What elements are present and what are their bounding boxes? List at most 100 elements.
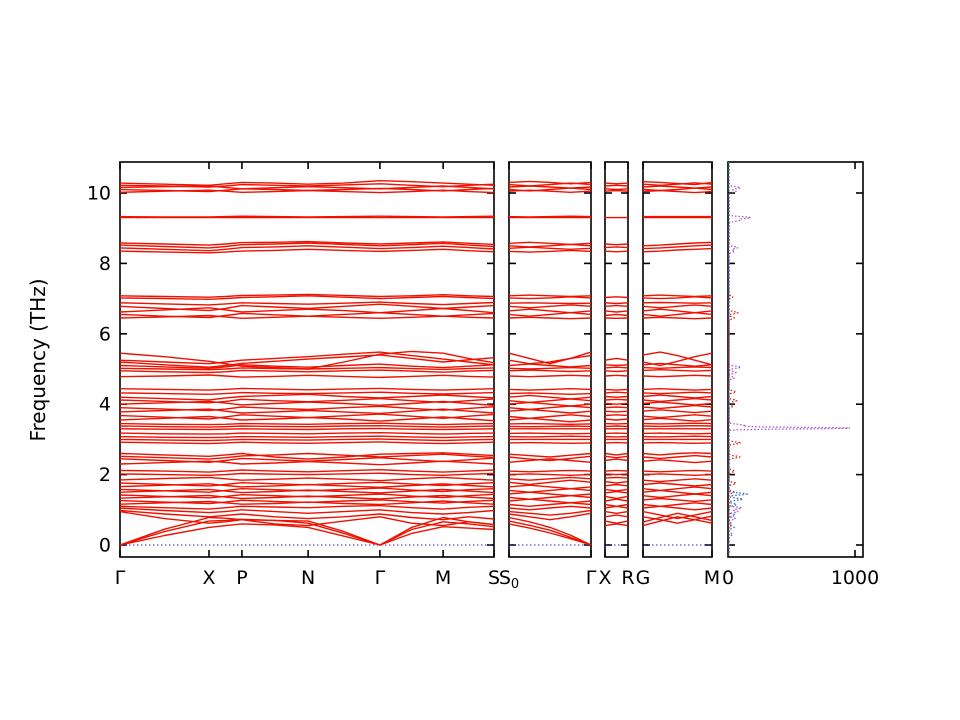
phonon-band bbox=[604, 246, 629, 249]
phonon-band bbox=[508, 479, 592, 486]
phonon-band bbox=[508, 414, 592, 419]
phonon-band bbox=[119, 387, 495, 391]
phonon-band bbox=[119, 183, 495, 188]
phonon-band bbox=[508, 435, 592, 438]
phonon-band bbox=[119, 472, 495, 476]
phonon-band bbox=[508, 422, 592, 425]
phonon-band bbox=[508, 398, 592, 404]
phonon-band bbox=[119, 303, 495, 312]
phonon-band bbox=[604, 189, 629, 192]
phonon-band bbox=[508, 366, 592, 370]
phonon-band bbox=[508, 394, 592, 400]
x-point-label: Γ bbox=[586, 567, 597, 589]
phonon-band bbox=[119, 240, 495, 246]
phonon-band bbox=[508, 458, 592, 463]
phonon-band bbox=[119, 452, 495, 460]
phonon-band bbox=[642, 425, 713, 428]
phonon-band bbox=[604, 498, 629, 502]
phonon-band bbox=[119, 391, 495, 395]
x-point-label: X bbox=[202, 567, 215, 589]
phonon-band bbox=[119, 363, 495, 369]
phonon-band bbox=[119, 405, 495, 412]
phonon-band bbox=[508, 374, 592, 378]
phonon-band bbox=[508, 417, 592, 423]
phonon-band bbox=[642, 516, 713, 527]
phonon-band bbox=[604, 184, 629, 187]
phonon-band bbox=[604, 520, 629, 524]
dos-panel-frame bbox=[727, 161, 864, 558]
phonon-band bbox=[642, 422, 713, 425]
phonon-band bbox=[642, 441, 713, 444]
y-tick-label: 4 bbox=[99, 394, 111, 416]
phonon-band bbox=[119, 351, 495, 366]
phonon-band bbox=[508, 405, 592, 411]
phonon-band bbox=[642, 241, 713, 247]
phonon-band bbox=[642, 369, 713, 372]
phonon-band bbox=[642, 366, 713, 369]
phonon-band bbox=[642, 502, 713, 507]
phonon-band bbox=[508, 351, 592, 365]
phonon-band bbox=[642, 459, 713, 464]
x-point-label: N bbox=[301, 567, 315, 589]
phonon-band bbox=[642, 316, 713, 320]
phonon-band bbox=[508, 502, 592, 507]
y-tick-label: 8 bbox=[99, 253, 111, 275]
phonon-band bbox=[508, 187, 592, 192]
phonon-band bbox=[508, 488, 592, 493]
phonon-band bbox=[642, 469, 713, 473]
phonon-band bbox=[642, 181, 713, 186]
phonon-band bbox=[508, 512, 592, 521]
phonon-band bbox=[119, 397, 495, 404]
phonon-band bbox=[642, 312, 713, 317]
phonon-band bbox=[119, 350, 495, 370]
phonon-band bbox=[642, 473, 713, 476]
phonon-band bbox=[119, 509, 495, 521]
phonon-band bbox=[604, 398, 629, 401]
phonon-band bbox=[604, 480, 629, 484]
phonon-band bbox=[642, 409, 713, 414]
phonon-band bbox=[642, 401, 713, 406]
phonon-band bbox=[508, 401, 592, 407]
phonon-band bbox=[604, 366, 629, 369]
phonon-band bbox=[508, 388, 592, 391]
phonon-band bbox=[604, 374, 629, 377]
phonon-band bbox=[604, 503, 629, 507]
phonon-band bbox=[119, 293, 495, 298]
phonon-band bbox=[642, 489, 713, 495]
phonon-band bbox=[508, 308, 592, 314]
phonon-band bbox=[604, 455, 629, 459]
phonon-band bbox=[604, 296, 629, 299]
phonon-band bbox=[119, 312, 495, 319]
phonon-band bbox=[642, 388, 713, 391]
phonon-band bbox=[604, 514, 629, 518]
phonon-band bbox=[508, 498, 592, 504]
phonon-band bbox=[604, 483, 629, 487]
phonon-band bbox=[642, 301, 713, 304]
phonon-band bbox=[604, 473, 629, 476]
phonon-band bbox=[604, 523, 629, 527]
phonon-band bbox=[604, 410, 629, 413]
phonon-band bbox=[508, 505, 592, 511]
phonon-band bbox=[604, 488, 629, 492]
phonon-band bbox=[119, 516, 495, 546]
phonon-band bbox=[642, 482, 713, 487]
phonon-band bbox=[119, 438, 495, 442]
phonon-band bbox=[642, 435, 713, 438]
panel-frame-G-M-path bbox=[642, 161, 713, 558]
phonon-band bbox=[642, 454, 713, 460]
phonon-band bbox=[508, 425, 592, 428]
y-axis-title: Frequency (THz) bbox=[26, 278, 50, 442]
phonon-band bbox=[642, 505, 713, 511]
phonon-band bbox=[642, 187, 713, 192]
phonon-band bbox=[642, 247, 713, 253]
x-point-label: R bbox=[621, 567, 634, 589]
phonon-band bbox=[508, 312, 592, 317]
phonon-band bbox=[119, 469, 495, 473]
phonon-band bbox=[642, 478, 713, 483]
phonon-band bbox=[119, 507, 495, 515]
dos-red-curve bbox=[728, 162, 742, 556]
phonon-band bbox=[604, 406, 629, 409]
phonon-band bbox=[508, 249, 592, 253]
phonon-band bbox=[119, 295, 495, 300]
phonon-band bbox=[508, 296, 592, 300]
